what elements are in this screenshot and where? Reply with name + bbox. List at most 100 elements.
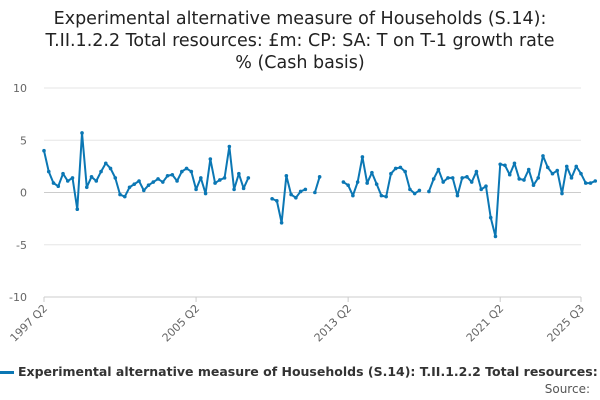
- gridlines: [44, 87, 581, 298]
- data-point: [536, 176, 541, 180]
- data-point: [161, 180, 165, 184]
- data-point: [127, 185, 132, 190]
- data-point: [75, 207, 80, 212]
- data-point: [203, 191, 208, 196]
- data-point: [436, 167, 441, 172]
- data-point: [84, 185, 89, 190]
- data-point: [389, 171, 393, 176]
- data-point: [208, 157, 213, 161]
- data-point: [227, 144, 232, 149]
- data-point: [122, 194, 127, 199]
- source-label: Source:: [544, 382, 590, 396]
- data-point: [365, 181, 369, 185]
- data-point: [550, 171, 555, 176]
- data-point: [303, 187, 308, 192]
- data-point: [474, 169, 479, 174]
- data-point: [507, 172, 512, 177]
- data-point: [70, 176, 75, 180]
- data-point: [132, 182, 137, 186]
- data-point: [165, 173, 170, 178]
- data-point: [417, 188, 422, 193]
- data-point: [156, 177, 160, 181]
- data-point: [346, 183, 350, 187]
- data-point: [270, 196, 274, 201]
- y-tick-label: 5: [20, 134, 27, 147]
- data-point: [384, 194, 388, 199]
- data-point: [588, 181, 593, 185]
- data-point: [65, 179, 70, 183]
- series-segment: [342, 155, 420, 198]
- data-point: [194, 187, 198, 192]
- data-point: [80, 131, 84, 135]
- data-point: [232, 187, 236, 192]
- data-point: [541, 154, 545, 158]
- data-point: [408, 187, 412, 192]
- y-tick-label: 10: [13, 82, 27, 95]
- data-point: [46, 169, 51, 174]
- data-point: [403, 169, 407, 174]
- data-point: [512, 161, 517, 166]
- data-point: [61, 171, 65, 176]
- data-point: [294, 195, 298, 200]
- data-point: [341, 180, 346, 184]
- data-point: [579, 171, 583, 176]
- data-point: [450, 176, 455, 180]
- legend[interactable]: Experimental alternative measure of Hous…: [0, 364, 600, 379]
- data-point: [113, 176, 118, 180]
- data-point: [175, 179, 179, 183]
- data-point: [460, 176, 464, 180]
- data-point: [360, 155, 365, 159]
- data-point: [455, 193, 460, 198]
- data-point: [146, 183, 151, 187]
- data-point: [213, 181, 217, 185]
- data-point: [465, 175, 469, 179]
- data-point: [142, 188, 146, 193]
- data-point: [42, 148, 46, 153]
- data-point: [317, 175, 322, 179]
- data-point: [517, 177, 522, 181]
- data-point: [99, 169, 103, 174]
- data-point: [189, 169, 194, 174]
- y-tick-label: 0: [20, 187, 27, 200]
- chart-title-line-2: T.II.1.2.2 Total resources: £m: CP: SA: …: [45, 31, 555, 51]
- data-point: [355, 180, 360, 184]
- data-point: [398, 165, 403, 170]
- data-point: [374, 182, 379, 186]
- chart-title-line-3: % (Cash basis): [235, 53, 365, 73]
- chart-title: Experimental alternative measure of Hous…: [0, 8, 600, 74]
- data-point: [412, 191, 417, 196]
- data-point: [170, 172, 175, 177]
- data-point: [531, 183, 536, 187]
- data-point: [569, 176, 574, 180]
- data-point: [184, 166, 189, 171]
- data-point: [298, 189, 303, 194]
- data-point: [479, 187, 484, 192]
- data-point: [593, 179, 598, 183]
- data-point: [313, 190, 317, 195]
- data-point: [279, 221, 284, 225]
- x-tick-label: 2021 Q2: [464, 302, 507, 345]
- data-point: [488, 215, 493, 220]
- data-point: [564, 164, 569, 169]
- series-line: [43, 131, 596, 238]
- data-point: [180, 169, 184, 174]
- data-point: [275, 199, 279, 203]
- y-axis-ticks: 10 5 0 -5 -10: [9, 82, 27, 304]
- y-tick-label: -5: [16, 239, 27, 252]
- data-point: [237, 171, 241, 176]
- x-tick-label: 1997 Q2: [8, 302, 51, 345]
- data-point: [431, 177, 436, 181]
- series-segment: [427, 154, 596, 238]
- data-point: [469, 180, 474, 184]
- data-point: [218, 178, 222, 182]
- data-point: [545, 165, 550, 170]
- data-point: [526, 167, 531, 172]
- data-point: [222, 176, 227, 180]
- data-point: [246, 176, 251, 180]
- data-point: [555, 168, 560, 173]
- legend-swatch: [0, 371, 14, 374]
- data-point: [370, 170, 374, 175]
- x-tick-label: 2013 Q2: [312, 302, 355, 345]
- data-point: [393, 166, 398, 171]
